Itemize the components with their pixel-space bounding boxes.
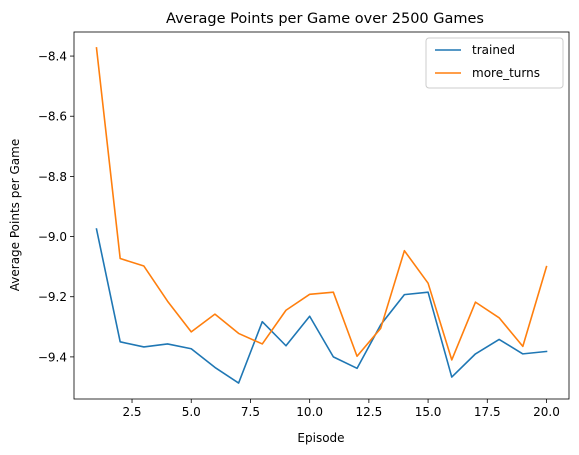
x-tick-label: 10.0 (296, 405, 323, 419)
chart-title: Average Points per Game over 2500 Games (166, 11, 484, 27)
legend-label-more-turns: more_turns (472, 66, 540, 80)
y-axis: −9.4 −9.2 −9.0 −8.8 −8.6 −8.4 (38, 50, 74, 364)
y-tick-label: −9.4 (38, 350, 67, 364)
x-tick-label: 2.5 (122, 405, 141, 419)
legend-label-trained: trained (472, 43, 515, 57)
x-tick-label: 12.5 (356, 405, 383, 419)
series-line-trained (95, 228, 548, 384)
x-axis-label: Episode (297, 431, 344, 445)
series-line-more-turns (95, 47, 548, 361)
y-tick-label: −9.2 (38, 290, 67, 304)
y-tick-label: −8.4 (38, 50, 67, 64)
legend: trained more_turns (425, 37, 564, 89)
x-tick-label: 15.0 (415, 405, 442, 419)
x-tick-label: 20.0 (533, 405, 560, 419)
x-tick-label: 5.0 (182, 405, 201, 419)
y-axis-label: Average Points per Game (8, 139, 22, 291)
series-layer (95, 47, 548, 384)
y-tick-label: −9.0 (38, 230, 67, 244)
y-tick-label: −8.8 (38, 170, 67, 184)
plot-frame (73, 31, 570, 400)
x-tick-label: 17.5 (474, 405, 501, 419)
y-tick-label: −8.6 (38, 110, 67, 124)
x-axis: 2.5 5.0 7.5 10.0 12.5 15.0 17.5 20.0 (122, 399, 560, 419)
x-tick-label: 7.5 (241, 405, 260, 419)
